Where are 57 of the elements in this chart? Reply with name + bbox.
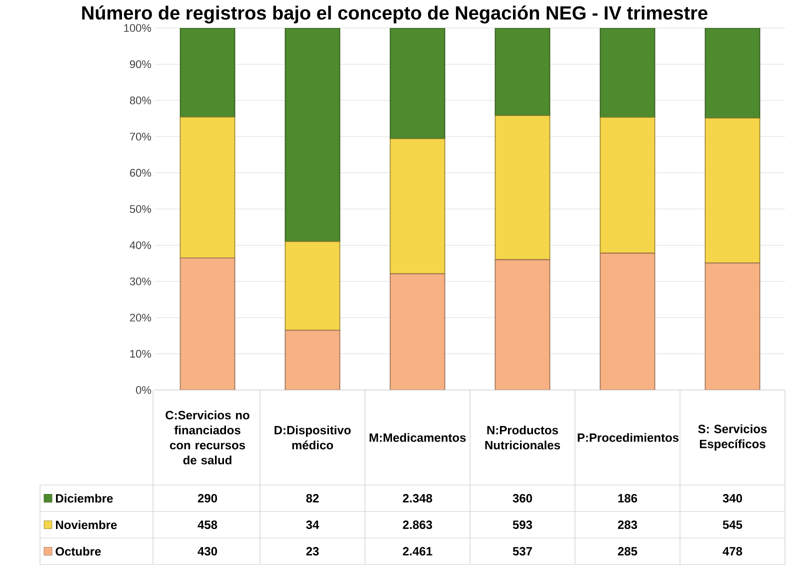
y-tick-label: 50% xyxy=(130,205,152,213)
text: 340 xyxy=(722,494,742,503)
bar xyxy=(600,252,656,390)
y-tick-label: 40% xyxy=(130,241,152,250)
bar xyxy=(704,262,760,390)
bar xyxy=(704,28,760,119)
text: 2.461 xyxy=(402,547,432,556)
text: 290 xyxy=(198,494,218,502)
bar xyxy=(704,118,760,264)
text: 478 xyxy=(722,547,742,556)
y-tick-label: 30% xyxy=(130,278,152,286)
bar xyxy=(180,116,236,258)
y-tick-label: 80% xyxy=(130,96,152,104)
y-tick-label: 70% xyxy=(130,132,152,140)
bar xyxy=(180,257,236,390)
x-tick-label: N:Productos Nutricionales xyxy=(485,426,560,450)
y-tick-label: 90% xyxy=(130,60,152,68)
text: 545 xyxy=(722,520,742,529)
bar xyxy=(494,115,550,260)
bar xyxy=(390,28,446,140)
text: 537 xyxy=(512,546,532,556)
bar xyxy=(284,241,340,331)
text: 283 xyxy=(618,520,638,530)
text: 186 xyxy=(618,494,638,502)
y-tick-label: 20% xyxy=(130,314,152,322)
y-tick-label: 10% xyxy=(130,350,152,358)
y-tick-label: 60% xyxy=(130,168,152,177)
y-tick-label: 0% xyxy=(136,386,152,394)
text: 34 xyxy=(306,520,320,530)
x-tick-label: M:Medicamentos xyxy=(370,433,466,442)
bar xyxy=(494,28,550,116)
text: 23 xyxy=(306,546,319,556)
bar xyxy=(600,28,656,118)
chart-title: Número de registros bajo el concepto de Negación NEG - IV trimestre xyxy=(82,6,708,24)
legend-label: Noviembre xyxy=(56,520,117,530)
bar xyxy=(284,28,340,242)
text: 2.863 xyxy=(402,520,432,530)
x-tick-label: C:Servicios no financiados con recursos de salud xyxy=(166,410,250,464)
x-tick-label: D:Dispositivo médico xyxy=(274,426,351,450)
bar xyxy=(494,259,550,390)
y-tick-label: 100% xyxy=(124,24,152,32)
legend-label: Octubre xyxy=(56,546,101,556)
legend-label: Diciembre xyxy=(56,494,113,503)
text: 458 xyxy=(198,520,218,529)
bar xyxy=(390,138,446,274)
text: 360 xyxy=(512,494,532,503)
text: 285 xyxy=(618,547,638,556)
x-tick-label: S: Servicios Específicos xyxy=(698,424,767,451)
text: 82 xyxy=(306,494,319,502)
text: 593 xyxy=(512,520,532,530)
bar xyxy=(284,330,340,390)
text: 2.348 xyxy=(402,494,432,503)
bar xyxy=(180,28,236,118)
bar xyxy=(390,273,446,390)
bar xyxy=(600,117,656,254)
x-tick-label: P:Procedimientos xyxy=(578,433,679,442)
text: 430 xyxy=(198,546,218,556)
